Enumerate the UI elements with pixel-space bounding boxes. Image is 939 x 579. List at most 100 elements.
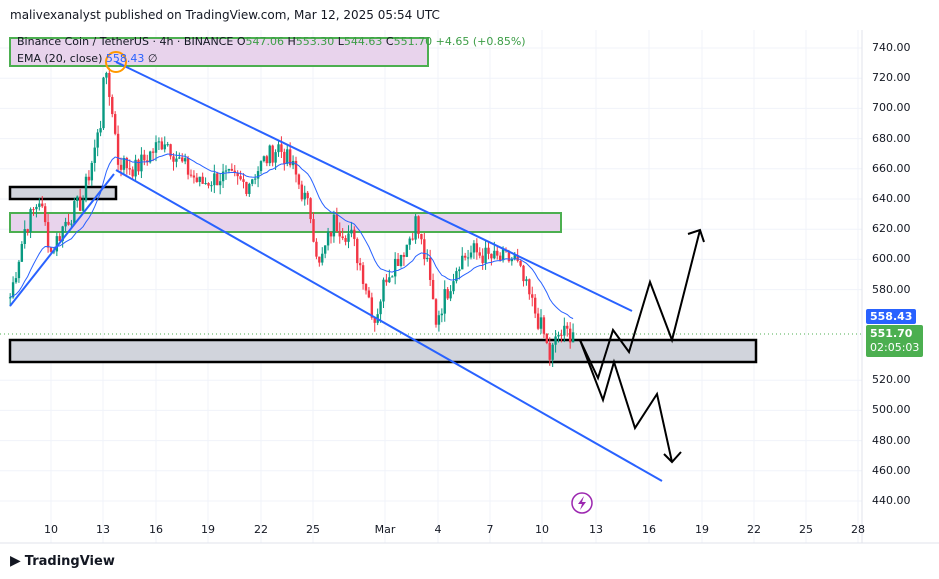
- last-price-tag: 551.70 02:05:03: [866, 325, 924, 357]
- open-value: 547.06: [245, 35, 285, 48]
- time-tick-label: 16: [642, 523, 656, 536]
- ema-extra: ∅: [147, 52, 158, 65]
- candle-body: [113, 114, 117, 134]
- candle-body: [341, 236, 344, 239]
- candle-body: [93, 147, 96, 163]
- candle-body: [516, 255, 519, 261]
- candle-body: [201, 176, 204, 184]
- close-value: 551.70: [393, 35, 433, 48]
- time-tick-label: 16: [149, 523, 163, 536]
- candle-body: [528, 279, 531, 295]
- candle-body: [507, 251, 511, 262]
- candle-body: [105, 72, 108, 78]
- candle-body: [32, 209, 35, 211]
- candle-body: [286, 149, 289, 164]
- candle-body: [259, 161, 263, 172]
- candle-body: [463, 255, 467, 258]
- grid: [0, 30, 862, 543]
- price-tick-label: 700.00: [872, 101, 911, 115]
- candle-body: [554, 336, 557, 345]
- candle-body: [440, 313, 444, 316]
- candle-body: [411, 238, 414, 240]
- candle-body: [326, 231, 330, 246]
- candle-body: [367, 290, 371, 298]
- candle-body: [277, 144, 280, 153]
- candle-body: [11, 282, 15, 298]
- candle-body: [496, 250, 499, 256]
- time-tick-label: 10: [535, 523, 549, 536]
- candle-body: [481, 255, 484, 264]
- candle-body: [568, 328, 572, 343]
- candle-body: [131, 169, 134, 177]
- channel-lower-line: [115, 169, 663, 482]
- candle-body: [233, 170, 236, 173]
- candle-body: [469, 252, 473, 258]
- ema-label: EMA (20, close): [17, 52, 103, 65]
- candle-body: [536, 313, 540, 329]
- candle-body: [297, 174, 301, 185]
- price-tick-label: 640.00: [872, 192, 911, 205]
- candle-body: [478, 252, 481, 256]
- candle-body: [166, 144, 169, 146]
- candle-body: [35, 206, 38, 210]
- candle-body: [393, 258, 397, 277]
- symbol-legend[interactable]: Binance Coin / TetherUS · 4h · BINANCE O…: [17, 35, 526, 48]
- zone-resistance: [9, 212, 562, 233]
- ema-value: 558.43: [105, 52, 145, 65]
- candle-body: [99, 128, 102, 133]
- zone-black-left: [8, 185, 118, 201]
- candle-body: [300, 184, 304, 200]
- candle-body: [189, 174, 193, 176]
- candle-body: [125, 157, 129, 169]
- candle-body: [428, 257, 432, 280]
- candle-body: [151, 151, 155, 153]
- candle-body: [216, 173, 219, 186]
- candle-body: [557, 334, 560, 337]
- candle-body: [280, 144, 283, 152]
- candle-body: [315, 241, 318, 257]
- change-value: +4.65 (+0.85%): [435, 35, 526, 48]
- candle-body: [420, 234, 423, 240]
- candle-body: [475, 243, 479, 253]
- candle-body: [195, 177, 199, 182]
- candle-body: [163, 144, 166, 150]
- time-tick-label: 22: [254, 523, 268, 536]
- price-tick-label: 520.00: [872, 373, 911, 387]
- candle-body: [364, 283, 368, 291]
- candle-body: [55, 236, 59, 252]
- candle-body: [81, 200, 85, 211]
- candle-body: [283, 151, 286, 164]
- open-label: O: [236, 35, 246, 48]
- price-tick-label: 440.00: [872, 494, 911, 507]
- time-tick-label: 25: [306, 523, 320, 536]
- candle-body: [140, 154, 143, 172]
- low-label: L: [337, 35, 344, 48]
- candle-body: [396, 258, 400, 266]
- candle-body: [230, 168, 234, 171]
- candle-body: [43, 206, 47, 223]
- candle-body: [443, 289, 446, 314]
- candle-body: [239, 176, 242, 180]
- candle-body: [551, 344, 554, 360]
- candle-body: [224, 170, 228, 172]
- ema-legend[interactable]: EMA (20, close) 558.43 ∅: [17, 52, 157, 65]
- candle-body: [198, 176, 201, 182]
- candle-body: [501, 249, 505, 261]
- candle-body: [548, 343, 551, 360]
- candle-body: [466, 257, 470, 259]
- candle-body: [78, 196, 82, 211]
- price-tick-label: 600.00: [872, 252, 911, 266]
- tradingview-logo[interactable]: ▶ TradingView: [10, 553, 115, 569]
- candle-body: [172, 156, 175, 162]
- candle-body: [251, 179, 254, 184]
- zone-support: [8, 338, 758, 364]
- candle-body: [510, 259, 514, 262]
- candle-body: [265, 156, 269, 164]
- candle-body: [253, 178, 257, 180]
- candle-body: [472, 243, 476, 253]
- candle-body: [414, 216, 417, 240]
- time-tick-label: 22: [747, 523, 761, 536]
- candle-body: [64, 221, 67, 227]
- candle-body: [533, 297, 537, 314]
